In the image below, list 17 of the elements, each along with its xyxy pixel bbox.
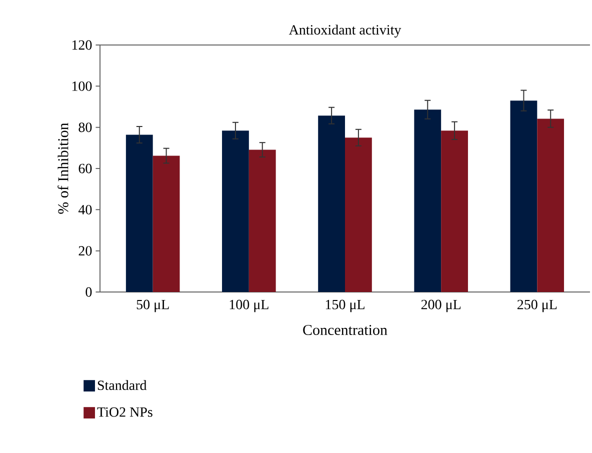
y-axis-title: % of Inhibition xyxy=(58,122,68,214)
x-tick-label: 250 μL xyxy=(517,300,557,312)
y-tick-label: 100 xyxy=(72,81,92,91)
x-tick-label: 100 μL xyxy=(230,300,268,312)
x-axis-title: Concentration xyxy=(303,324,388,336)
x-tick-label: 150 μL xyxy=(326,300,364,312)
chart-title: Antioxidant activity xyxy=(288,24,402,38)
y-tick-label: 60 xyxy=(78,164,92,174)
y-tick-label: 40 xyxy=(78,204,92,214)
x-tick-label: 200 μL xyxy=(421,300,461,312)
legend-label: TiO2 NPs xyxy=(97,407,152,417)
legend-label: Standard xyxy=(98,380,147,390)
y-tick-label: 80 xyxy=(78,122,92,132)
y-tick-label: 20 xyxy=(78,246,92,256)
y-tick-label: 0 xyxy=(86,287,92,297)
x-tick-label: 50 μL xyxy=(136,300,169,312)
y-tick-label: 120 xyxy=(72,40,92,50)
